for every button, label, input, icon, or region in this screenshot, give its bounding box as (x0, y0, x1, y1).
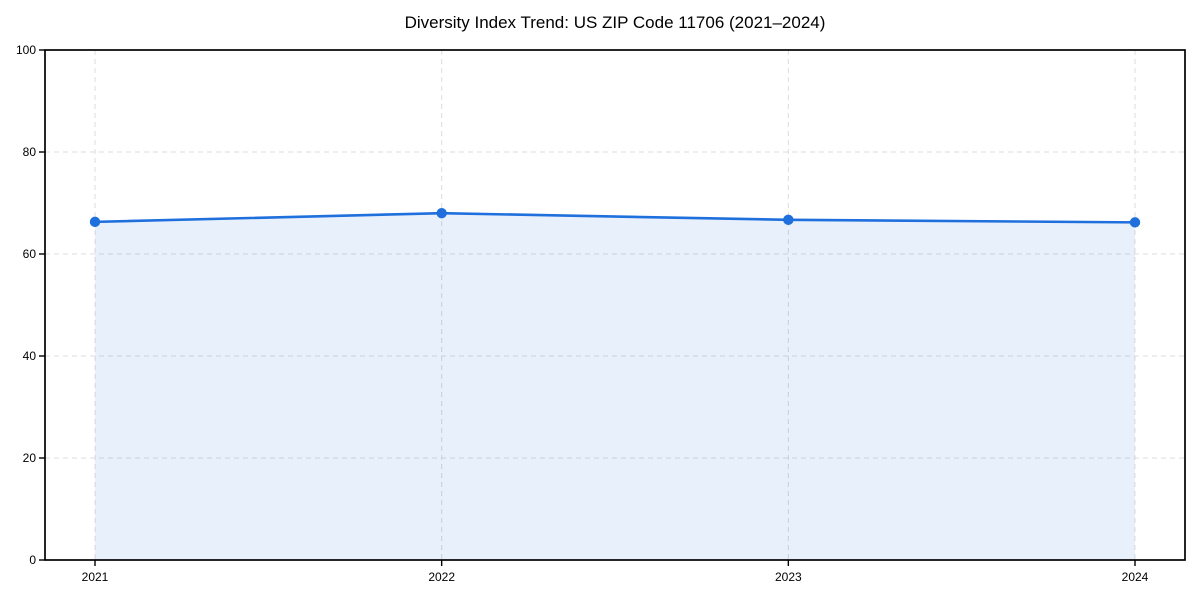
area-fill (95, 213, 1135, 560)
y-axis-tick-label: 20 (23, 451, 37, 465)
x-axis-tick-label: 2024 (1122, 570, 1149, 584)
x-axis-tick-label: 2022 (428, 570, 455, 584)
data-point-2023 (783, 214, 794, 226)
data-point-2024 (1129, 217, 1141, 228)
y-axis-tick-label: 0 (29, 553, 36, 567)
x-axis-tick-label: 2021 (82, 570, 109, 584)
data-point-2022 (436, 208, 447, 219)
plot-border (44, 49, 1186, 561)
y-axis-tick-label: 80 (23, 145, 37, 159)
chart-title: Diversity Index Trend: US ZIP Code 11706… (404, 13, 826, 32)
trend-line (93, 211, 1137, 224)
y-axis-tick-label: 60 (23, 247, 37, 261)
x-axis-tick-label: 2023 (775, 570, 802, 584)
y-axis-tick-label: 40 (23, 349, 37, 363)
data-point-2021 (89, 216, 101, 228)
y-axis-tick-label: 100 (16, 43, 36, 57)
